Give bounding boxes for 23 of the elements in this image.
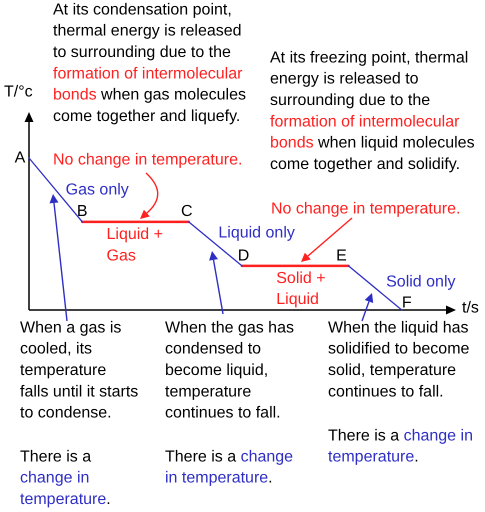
x-axis-title: t/s <box>462 299 479 316</box>
text: When a gas is cooled, its temperature falls until it starts to condense. <box>20 319 138 422</box>
text: There is a change in temperature. <box>20 448 111 508</box>
annotation: Solid + Liquid <box>276 270 326 308</box>
annotation: At its freezing point, thermal energy is released to surrounding due to the formation of intermolecular bonds when liquid molecules come together and solidify. <box>270 49 475 173</box>
text: A <box>14 149 26 166</box>
text: When the liquid has solidified to become solid, temperature continues to fall. <box>328 319 470 400</box>
y-axis-title: T/°c <box>4 83 33 100</box>
annotation: Solid only <box>386 273 456 290</box>
annotation: D <box>238 247 250 264</box>
annotation: E <box>336 247 347 264</box>
annotation: Liquid + Gas <box>106 226 163 265</box>
text: When the gas has condensed to become liquid, temperature continues to fall. <box>165 319 294 422</box>
annotation: B <box>76 203 88 220</box>
text: There is a change in temperature. <box>328 427 473 466</box>
annotation: C <box>180 203 193 220</box>
annotation: Liquid only <box>218 224 295 242</box>
annotation: Gas only <box>66 181 129 198</box>
annotation: F <box>402 294 412 312</box>
text: There is a change in temperature. <box>165 448 294 487</box>
text: At its condensation point, thermal energy is released to surrounding due to the formation of intermolecular bonds when gas molecules come together and liquefy. <box>53 1 246 125</box>
annotation: No change in temperature. <box>271 200 460 218</box>
annotation: No change in temperature. <box>53 151 242 168</box>
